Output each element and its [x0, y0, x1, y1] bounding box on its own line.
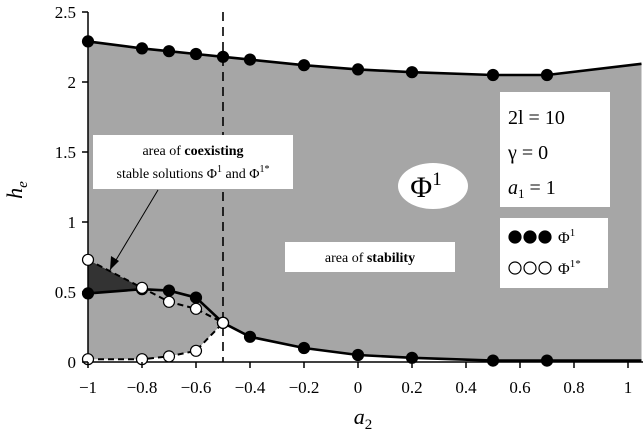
- coexist-arrow-line: [109, 189, 159, 271]
- phi1-region-text: Φ1: [410, 169, 441, 204]
- phi1-segment-3: [222, 321, 642, 362]
- phi1star-point-1-2: [135, 281, 149, 294]
- x-tick-label-5: 0: [354, 378, 363, 397]
- phi1star-point-1-1: [81, 253, 95, 266]
- phi1-point-2-4: [189, 291, 203, 304]
- x-tick-label-8: 0.6: [509, 378, 530, 397]
- coexist-arrow-head: [110, 256, 119, 270]
- x-axis-label: a2: [354, 404, 373, 433]
- legend: Φ1 Φ1*: [500, 218, 608, 288]
- info-box: 2l = 10 γ = 0 a1 = 1: [500, 92, 610, 207]
- phi1-ellipse: [398, 163, 468, 209]
- coexist-line-1: area of coexisting: [142, 144, 243, 159]
- stability-label: area of stability: [285, 242, 455, 272]
- legend-filled-marker-2: [523, 230, 537, 244]
- phi1star-point-2-3: [162, 350, 176, 363]
- phi1-region-label: Φ1: [398, 163, 468, 209]
- legend-open-marker-3: [538, 261, 552, 275]
- phi1star-point-1-3: [162, 295, 176, 308]
- phi1star-point-2-5: [216, 316, 230, 329]
- phi1-point-2-1: [81, 287, 95, 300]
- legend-open-marker-2: [523, 261, 537, 275]
- x-tick-label-2: −0.6: [181, 378, 212, 397]
- coexist-region-fill: [88, 259, 142, 294]
- info-box-bg: [500, 92, 610, 207]
- legend-filled-marker-3: [538, 230, 552, 244]
- y-tick-label-0: 0: [68, 353, 77, 372]
- phi1-point-3-7: [540, 354, 554, 367]
- legend-bg: [500, 218, 608, 288]
- x-tick-label-1: −0.8: [127, 378, 158, 397]
- legend-open-label: Φ1*: [558, 258, 581, 278]
- phi1star-point-1-4: [189, 302, 203, 315]
- x-tick-label-3: −0.4: [235, 378, 266, 397]
- phi1-point-1-5: [216, 50, 230, 63]
- legend-filled-label: Φ1: [558, 227, 575, 247]
- phi1star-point-2-4: [189, 344, 203, 357]
- y-tick-label-2: 1: [68, 213, 77, 232]
- phi1-point-1-7: [297, 59, 311, 72]
- x-tick-label-7: 0.4: [455, 378, 477, 397]
- info-line-1: 2l = 10: [508, 107, 565, 129]
- phi1-point-1-2: [135, 42, 149, 55]
- x-tick-label-0: −1: [79, 378, 97, 397]
- y-tick-label-3: 1.5: [55, 143, 76, 162]
- phi1-point-3-3: [297, 341, 311, 355]
- ticks-layer: −1 −0.8 −0.6 −0.4 −0.2 0 0.2 0.4 0.6 0.8 1 0 0.5 1 1.5…: [55, 3, 633, 397]
- x-tick-label-6: 0.2: [401, 378, 422, 397]
- phi1-point-1-1: [81, 35, 95, 48]
- coexist-label: area of coexisting stable solutions Φ1 a…: [93, 135, 293, 271]
- y-tick-label-5: 2.5: [55, 3, 76, 22]
- x-tick-label-9: 0.8: [563, 378, 584, 397]
- info-line-2: γ = 0: [507, 142, 548, 164]
- phi1-point-1-8: [351, 63, 365, 76]
- phi1-point-1-4: [189, 47, 203, 61]
- phi1-point-1-6: [243, 53, 257, 66]
- stability-label-bg: [285, 242, 455, 272]
- y-tick-label-1: 0.5: [55, 283, 76, 302]
- x-tick-label-10: 1: [624, 378, 633, 397]
- phi1-point-1-3: [162, 45, 176, 58]
- coexist-label-bg: [93, 135, 293, 189]
- phi1-point-1-9: [405, 66, 419, 79]
- coexist-line-2: stable solutions Φ1 and Φ1*: [117, 164, 270, 182]
- series-layer: [81, 35, 642, 367]
- phi1-point-3-4: [351, 348, 365, 362]
- phi1-point-3-5: [405, 351, 419, 364]
- y-axis-label: he: [2, 181, 31, 199]
- phi1-point-3-2: [243, 330, 257, 343]
- stability-label-text: area of stability: [325, 251, 415, 266]
- info-line-3: a1 = 1: [508, 177, 556, 201]
- phi1-point-2-3: [162, 284, 176, 297]
- phi1-point-3-6: [486, 354, 500, 367]
- legend-open-marker-1: [508, 261, 522, 275]
- phi1-point-1-11: [540, 68, 554, 82]
- y-tick-label-4: 2: [68, 73, 77, 92]
- x-tick-label-4: −0.2: [289, 378, 320, 397]
- phi1-point-1-10: [486, 68, 500, 82]
- legend-filled-marker-1: [508, 230, 522, 244]
